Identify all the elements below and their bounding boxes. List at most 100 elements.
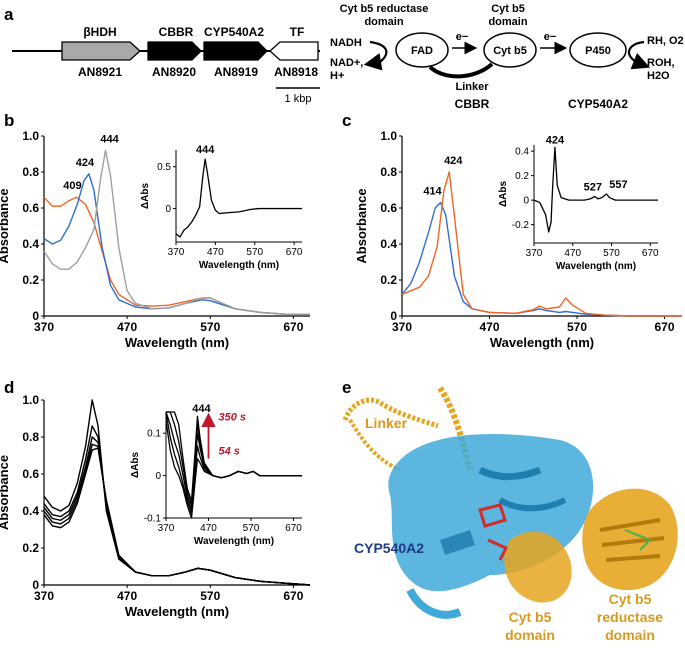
x-tick-label: 670 (283, 320, 303, 334)
x-axis-label: Wavelength (nm) (556, 261, 636, 272)
nad-label-1: NAD+, (330, 57, 363, 69)
cyp540a2-label: CYP540A2 (568, 97, 628, 111)
electron-transfer-scheme: Cyt b5 reductase domain Cyt b5 domain NA… (330, 3, 684, 111)
fad-label: FAD (411, 45, 433, 57)
reductase-domain (582, 488, 678, 591)
annotation-b-inset-0: 444 (196, 144, 215, 156)
y-tick-label: 0.6 (380, 201, 397, 215)
x-tick-label: 570 (200, 320, 220, 334)
panel-label-a: a (4, 5, 14, 24)
series-line-0 (43, 399, 311, 586)
gene-name-tf: TF (290, 25, 305, 39)
nadh-label: NADH (330, 37, 362, 49)
y-tick-label: 0.8 (22, 165, 39, 179)
fad-ellipse (395, 32, 449, 68)
gene-id-an8919: AN8919 (214, 65, 258, 79)
annotation-c-0: 414 (423, 186, 442, 198)
x-axis-label: Wavelength (nm) (125, 335, 229, 350)
x-axis-label: Wavelength (nm) (490, 335, 594, 350)
annotation-c-inset-2: 557 (609, 179, 627, 191)
annotation-c-1: 424 (444, 155, 463, 167)
chart-d: 370 470 570 670 0 0.2 0.4 0.6 0.8 1.0 Wavelength (… (0, 393, 311, 619)
gene-arrow-tf-body (269, 41, 319, 61)
panel-label-d: d (4, 378, 14, 397)
annotation-c-inset-0: 424 (546, 134, 565, 146)
cytb5-domain-label-1: Cyt b5 (491, 3, 525, 15)
y-tick-label: 0 (165, 204, 171, 215)
x-tick-label: 370 (526, 248, 543, 259)
cytb5-domain-label-2: domain (488, 16, 527, 28)
gene-name-cbbr: CBBR (159, 25, 194, 39)
x-tick-label: 670 (654, 320, 674, 334)
series-line-0 (533, 146, 658, 233)
annotation-d-inset-1: 350 s (219, 411, 247, 423)
x-tick-label: 470 (479, 320, 499, 334)
x-tick-label: 470 (200, 523, 217, 534)
series-line-2 (43, 149, 310, 315)
series-line-0 (401, 201, 682, 317)
y-tick-label: 0.8 (380, 165, 397, 179)
protein-structure (342, 386, 678, 619)
x-tick-label: 370 (392, 320, 412, 334)
gene-name-bhdh: βHDH (83, 25, 116, 39)
gene-cluster: βHDH CBBR CYP540A2 TF AN8921 AN8920 AN89… (12, 25, 320, 105)
x-tick-label: 470 (117, 320, 137, 334)
x-tick-label: 570 (246, 247, 263, 258)
x-tick-label: 370 (168, 247, 185, 258)
x-tick-label: 470 (564, 248, 581, 259)
y-tick-label: 1.0 (380, 129, 397, 143)
series-line-3 (165, 411, 302, 515)
x-axis-label: Wavelength (nm) (125, 604, 229, 619)
chart-c-inset: 370 470 570 670 -0.2 0 0.2 0.4 Wavelength (nm) ΔA… (498, 134, 659, 272)
x-tick-label: 470 (117, 589, 137, 603)
series-line-1 (401, 171, 682, 317)
cyp-sheet-1 (440, 530, 475, 555)
annotation-d-inset-0: 444 (192, 403, 211, 415)
y-tick-label: -0.2 (512, 220, 530, 231)
fad-cofactor (624, 529, 652, 551)
gene-arrow-cbbr (147, 41, 202, 61)
gene-id-an8920: AN8920 (152, 65, 196, 79)
y-tick-label: 0 (32, 309, 39, 323)
x-axis-label: Wavelength (nm) (199, 260, 279, 271)
y-tick-label: 0.1 (147, 429, 161, 440)
y-axis-label: Absorbance (0, 188, 11, 263)
cbbr-label: CBBR (455, 97, 490, 111)
structure-cytb5-label-2: domain (505, 627, 555, 643)
product-label-1: ROH, (647, 57, 675, 69)
y-tick-label: 0 (155, 471, 161, 482)
linker-label: Linker (455, 81, 489, 93)
gene-name-cyp540a2: CYP540A2 (204, 25, 264, 39)
p450-arrow (627, 40, 651, 70)
x-tick-label: 370 (34, 320, 54, 334)
chart-d-inset: 370 470 570 670 -0.1 0 0.1 Wavelength (nm) ΔAbs 4… (130, 403, 302, 547)
y-axis-label: ΔAbs (140, 183, 151, 210)
reductase-sheet (599, 518, 665, 562)
chart-d: 370 470 570 670 0 0.2 0.4 0.6 0.8 1.0 Wavelength (… (0, 393, 311, 619)
y-axis-label: ΔAbs (130, 452, 141, 479)
x-tick-label: 470 (207, 247, 224, 258)
y-tick-label: 0.2 (22, 273, 39, 287)
cyp-helix-2 (498, 497, 567, 512)
y-tick-label: 0 (32, 578, 39, 592)
x-tick-label: 670 (285, 523, 302, 534)
cyp-sheet-2 (406, 588, 462, 619)
annotation-c-inset-1: 527 (584, 181, 602, 193)
y-tick-label: 0.4 (22, 237, 39, 251)
gene-id-an8918: AN8918 (274, 65, 318, 79)
structure-cyp540a2-label: CYP540A2 (354, 540, 424, 556)
series-line-0 (175, 158, 302, 238)
structure-reductase-label-1: Cyt b5 (609, 591, 652, 607)
product-label-2: H2O (647, 70, 670, 82)
reductase-domain-label-1: Cyt b5 reductase (340, 3, 429, 15)
cyp-helix-1 (478, 466, 542, 481)
y-tick-label: 0.4 (380, 237, 397, 251)
y-tick-label: 0.4 (22, 504, 39, 518)
y-tick-label: 0.6 (22, 467, 39, 481)
y-tick-label: 0.2 (515, 171, 529, 182)
x-tick-label: 570 (567, 320, 587, 334)
electron-label-2: e− (544, 31, 557, 43)
panel-label-e: e (342, 378, 351, 397)
y-tick-label: 1.0 (22, 129, 39, 143)
